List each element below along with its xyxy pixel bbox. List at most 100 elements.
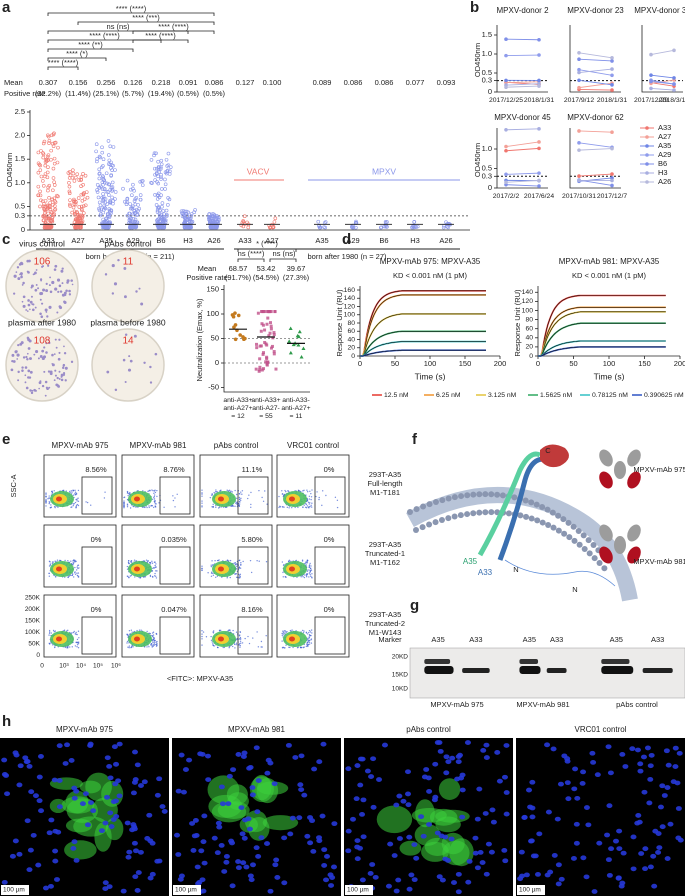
- nucleus-decoration: [606, 744, 612, 749]
- nucleus-decoration: [221, 869, 227, 874]
- event-decoration: [146, 631, 147, 632]
- nucleus-decoration: [272, 862, 278, 867]
- event-decoration: [149, 562, 150, 563]
- lipid-decoration: [458, 512, 464, 518]
- nucleus-decoration: [360, 757, 366, 762]
- nucleus-decoration: [52, 849, 58, 854]
- nucleus-decoration: [574, 822, 580, 827]
- event-decoration: [127, 646, 128, 647]
- nucleus-decoration: [664, 785, 670, 790]
- legend-label: A29: [658, 150, 671, 159]
- event-decoration: [240, 643, 241, 644]
- y-tick-label: 0: [488, 87, 492, 96]
- plaque-decoration: [22, 284, 24, 286]
- event-decoration: [156, 643, 157, 644]
- nucleus-decoration: [38, 808, 44, 813]
- nucleus-decoration: [412, 877, 418, 882]
- lipid-decoration: [511, 494, 517, 500]
- legend-swatch: [645, 180, 649, 184]
- point-decoration: [504, 173, 508, 177]
- event-decoration: [150, 576, 151, 577]
- event-decoration: [283, 632, 284, 633]
- nucleus-decoration: [637, 769, 643, 774]
- nucleus-decoration: [197, 751, 203, 756]
- x-tick-label: anti-A33+: [223, 397, 252, 404]
- nucleus-decoration: [249, 877, 255, 882]
- event-decoration: [73, 576, 74, 577]
- band: [601, 666, 633, 674]
- nucleus-decoration: [179, 874, 185, 879]
- nucleus-decoration: [328, 883, 334, 888]
- event-decoration: [232, 506, 233, 507]
- nucleus-decoration: [296, 815, 302, 820]
- event-decoration: [71, 490, 72, 491]
- gate-percent: 0%: [91, 605, 102, 614]
- x-tick-label: 50: [391, 359, 399, 368]
- event-decoration: [214, 560, 215, 561]
- event-decoration: [126, 642, 127, 643]
- nucleus-decoration: [526, 788, 532, 793]
- nucleus-decoration: [522, 815, 528, 820]
- nucleus-decoration: [250, 862, 256, 867]
- event-decoration: [234, 490, 235, 491]
- nucleus-decoration: [74, 858, 80, 863]
- dot-decoration: [270, 327, 273, 330]
- nucleus-decoration: [642, 846, 648, 851]
- plaque-decoration: [27, 353, 29, 355]
- row-label: Positive rate: [186, 273, 227, 282]
- micrograph: [516, 738, 685, 896]
- nucleus-decoration: [321, 863, 327, 868]
- lipid-decoration: [576, 528, 582, 534]
- event-decoration: [213, 632, 214, 633]
- point-decoration: [504, 37, 508, 41]
- event-decoration: [77, 642, 78, 643]
- nucleus-decoration: [476, 787, 482, 792]
- point-decoration: [537, 140, 541, 144]
- event-decoration: [154, 494, 155, 495]
- event-decoration: [305, 561, 306, 562]
- lipid-decoration: [592, 555, 598, 561]
- plaque-decoration: [59, 371, 61, 373]
- y-tick-label: 0.5: [482, 68, 492, 77]
- nucleus-decoration: [195, 865, 201, 870]
- nucleus-decoration: [676, 806, 682, 811]
- lipid-decoration: [534, 517, 540, 523]
- nucleus-decoration: [387, 842, 393, 847]
- event-decoration: [140, 629, 141, 630]
- event-decoration: [289, 647, 290, 648]
- plaque-decoration: [39, 381, 42, 384]
- lipid-decoration: [439, 497, 445, 503]
- nucleus-decoration: [242, 836, 248, 841]
- event-decoration: [73, 503, 74, 504]
- nucleus-decoration: [437, 874, 443, 879]
- plaque-decoration: [26, 260, 29, 263]
- nucleus-decoration: [136, 870, 142, 875]
- lane-label: A35: [523, 635, 536, 644]
- event-decoration: [316, 491, 317, 492]
- significance: **** (****): [89, 31, 120, 40]
- nucleus-decoration: [394, 889, 400, 894]
- plaque-count: 106: [34, 257, 51, 268]
- event-decoration: [74, 572, 75, 573]
- nucleus-decoration: [641, 790, 647, 795]
- nucleus-decoration: [616, 829, 622, 834]
- event-decoration: [223, 647, 224, 648]
- lipid-decoration: [560, 516, 566, 522]
- plaque-decoration: [54, 268, 57, 271]
- event-decoration: [131, 629, 132, 630]
- nucleus-decoration: [408, 873, 414, 878]
- significance: **** (****): [116, 4, 147, 13]
- mean-value: 68.57: [229, 264, 248, 273]
- nucleus-decoration: [131, 791, 137, 796]
- nucleus-decoration: [484, 755, 490, 760]
- plaque-decoration: [38, 357, 40, 359]
- plate-label: plasma before 1980: [90, 317, 165, 327]
- nucleus-decoration: [73, 789, 79, 794]
- lipid-decoration: [551, 525, 557, 531]
- mean-value: 0.091: [179, 78, 198, 87]
- subplot-title: MPXV-mAb 975: MPXV-A35: [380, 257, 481, 266]
- band: [519, 666, 540, 674]
- plaque-decoration: [51, 281, 54, 284]
- x-tick-label: = 11: [290, 413, 303, 420]
- plaque-decoration: [54, 265, 57, 268]
